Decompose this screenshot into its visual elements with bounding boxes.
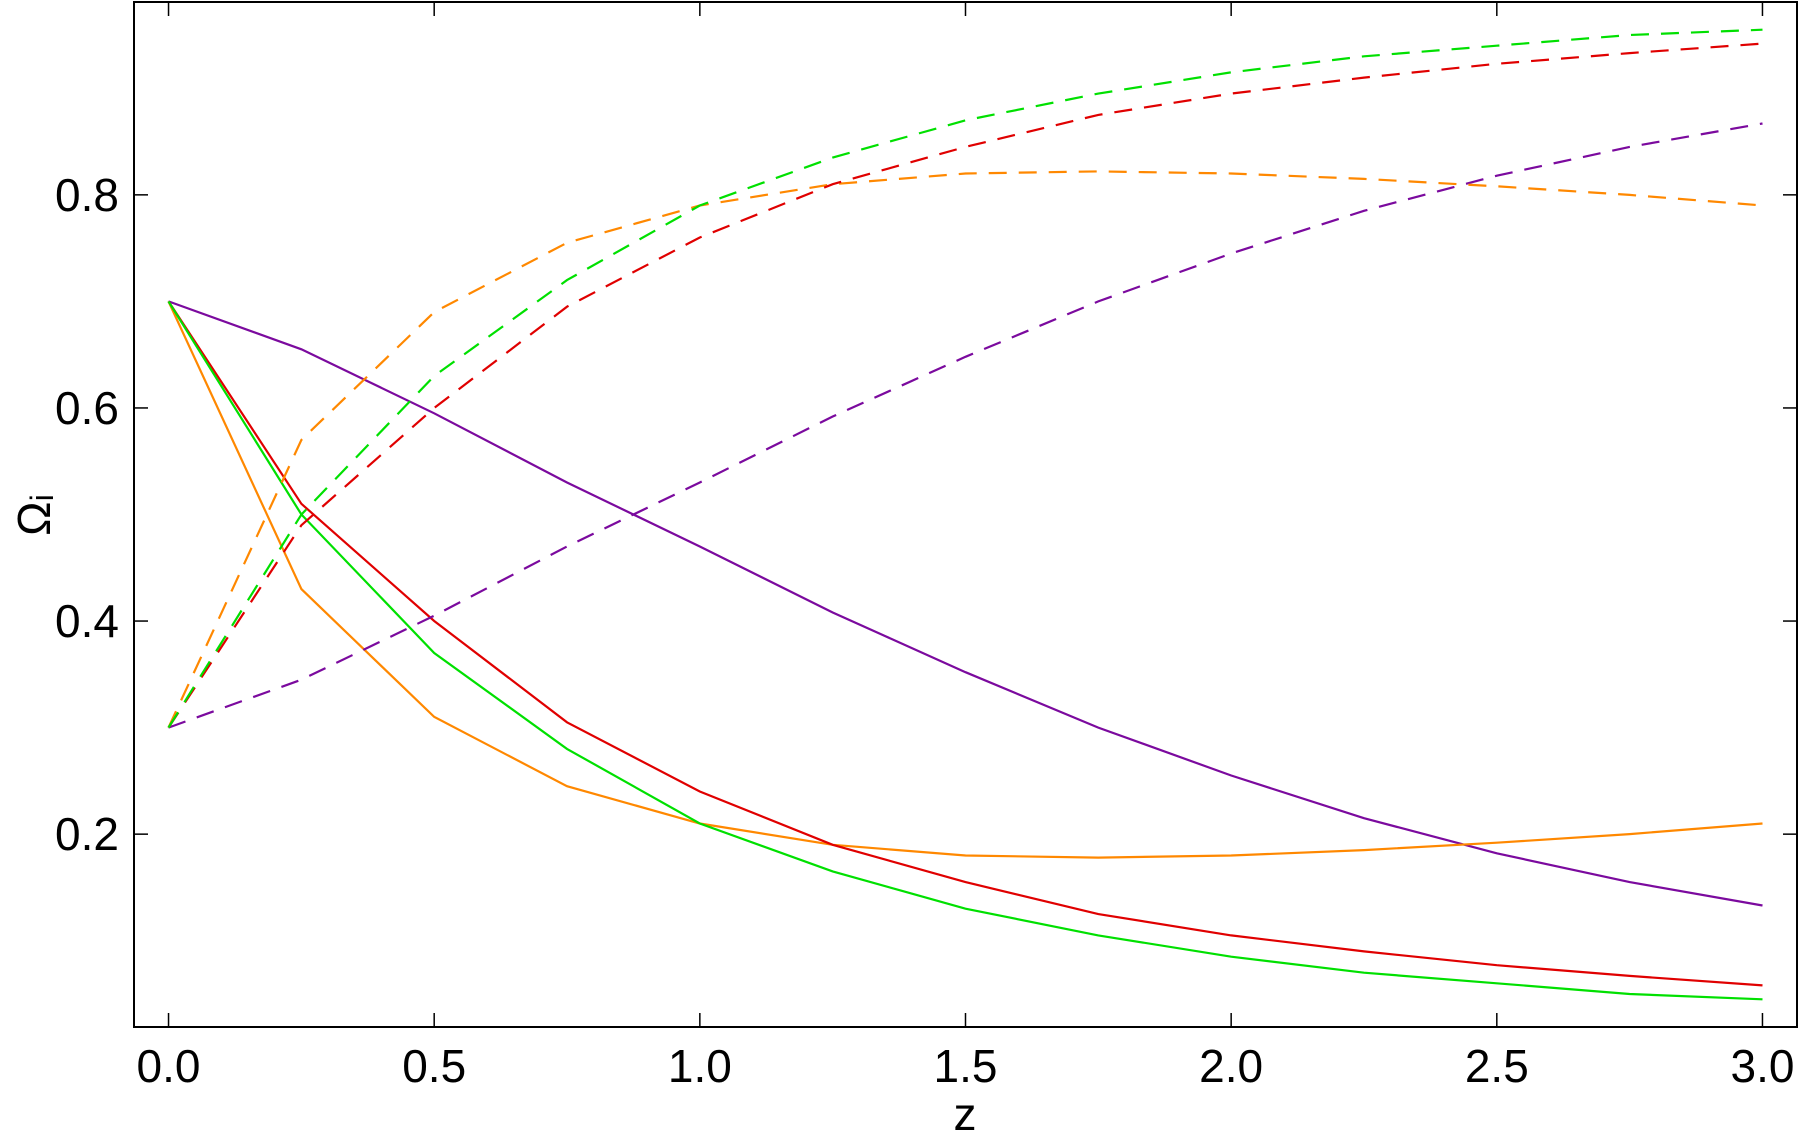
data-line	[167, 300, 1763, 1001]
data-line	[167, 300, 1763, 987]
data-line	[168, 122, 1763, 729]
x-tick-label: 2.5	[1465, 1040, 1529, 1092]
y-tick-label: 0.4	[55, 595, 119, 647]
data-line	[167, 170, 1763, 729]
data-line	[167, 28, 1763, 729]
data-line	[168, 300, 1763, 907]
x-tick-label: 1.5	[934, 1040, 998, 1092]
x-tick-label: 0.5	[402, 1040, 466, 1092]
y-tick-label: 0.2	[55, 808, 119, 860]
data-line	[167, 300, 1763, 859]
x-tick-label: 2.0	[1199, 1040, 1263, 1092]
x-tick-label: 0.0	[137, 1040, 201, 1092]
y-axis-label: Ωᵢ	[8, 494, 60, 536]
plot-frame	[133, 1, 1798, 1028]
y-tick-label: 0.6	[55, 382, 119, 434]
x-tick-label: 3.0	[1730, 1040, 1794, 1092]
x-tick-label: 1.0	[668, 1040, 732, 1092]
y-tick-label: 0.8	[55, 169, 119, 221]
x-axis-label: z	[954, 1088, 977, 1140]
